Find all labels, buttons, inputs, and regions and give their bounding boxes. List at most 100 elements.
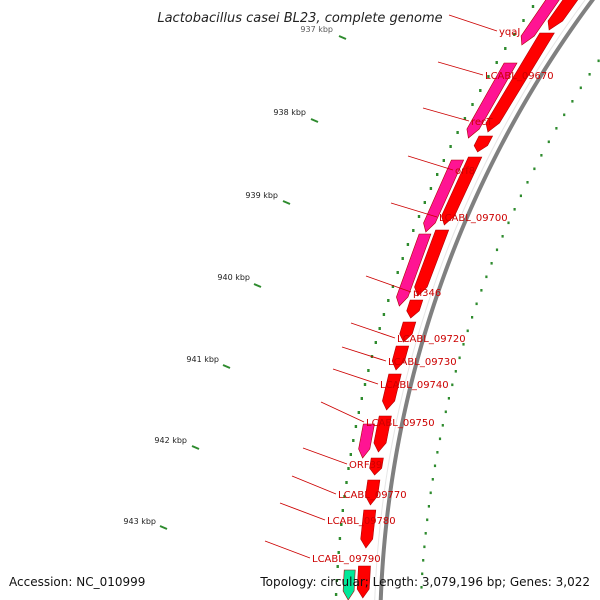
outer-tick [522,19,525,22]
cds-arrow-11 [369,457,384,476]
inner-tick [444,410,447,414]
outer-tick [363,383,367,386]
inner-tick [427,505,430,508]
inner-tick [547,140,550,144]
leader-line-14 [264,540,311,559]
gene-label-orf8[interactable]: orf8 [455,166,475,177]
outer-tick [479,89,482,92]
gene-arrow-5 [358,423,375,459]
outer-tick [360,397,363,400]
scale-label-943: 943 kbp [123,517,156,526]
cds-arrow-5 [414,229,450,297]
gene-label-lcabl-09700[interactable]: LCABL_09700 [439,213,508,224]
outer-tick [531,5,535,8]
leader-line-6 [365,275,412,293]
gene-label-yqaj[interactable]: yqaJ [499,27,520,38]
inner-tick [431,478,434,481]
cds-arrow-12 [365,479,381,506]
outer-tick [429,187,433,190]
cds-arrow-4 [441,156,483,226]
outer-tick [378,327,381,330]
outer-tick [335,579,338,582]
cds-arrow-13 [360,509,377,549]
other-feature-arrow [342,569,356,600]
leader-line-4 [407,155,454,171]
outer-tick [513,33,516,36]
inner-tick [540,154,543,157]
outer-tick [391,285,395,288]
cds-arrow-14 [356,565,371,599]
leader-line-9 [332,368,379,385]
gene-label-rect[interactable]: recT [471,117,494,128]
backbone-shadow [374,0,586,600]
cds-arrow-2 [485,32,555,133]
scale-label-941: 941 kbp [186,355,219,364]
leader-line-12 [291,475,337,495]
inner-tick [436,451,439,454]
gene-label-pi346[interactable]: pi346 [413,288,441,299]
outer-tick [423,201,426,204]
leader-line-7 [350,322,396,339]
scale-label-937: 937 kbp [300,25,333,34]
inner-tick [471,316,474,319]
scale-ticks [159,5,600,596]
outer-tick [417,215,421,218]
gene-label-lcabl-09740[interactable]: LCABL_09740 [380,380,449,391]
gene-arrow-1 [520,0,560,46]
inner-tick [480,289,483,292]
gene-label-lcabl-09770[interactable]: LCABL_09770 [338,490,407,501]
genome-summary-text: Topology: circular; Length: 3,079,196 bp… [259,575,590,589]
cds-arrow-3 [473,135,494,153]
scale-label-939: 939 kbp [245,191,278,200]
outer-tick [343,495,346,498]
inner-tick [426,518,429,522]
gene-label-lcabl-09670[interactable]: LCABL_09670 [485,71,554,82]
outer-tick [334,593,338,596]
inner-tick [507,221,510,225]
inner-tick [458,356,461,360]
inner-tick [495,248,499,252]
gene-label-lcabl-09720[interactable]: LCABL_09720 [397,334,466,345]
outer-tick [341,509,344,512]
gene-label-lcabl-09790[interactable]: LCABL_09790 [312,554,381,565]
major-tick-4 [253,283,262,288]
leader-line-8 [341,346,387,362]
outer-tick [340,523,343,526]
outer-tick [406,243,410,246]
inner-tick [438,437,442,441]
inner-tick [423,545,426,549]
label-leaders [264,14,498,559]
inner-tick [519,194,522,198]
outer-tick [354,425,358,428]
gene-label-lcabl-09730[interactable]: LCABL_09730 [388,357,457,368]
cds-arrow-7 [399,321,417,343]
inner-tick [429,491,432,495]
inner-tick [433,464,437,468]
inner-tick [475,302,478,306]
outer-tick [442,159,445,162]
gene-label-orf39[interactable]: ORF39 [349,460,382,471]
cds-arrow-1 [547,0,579,31]
inner-tick [447,397,450,400]
leader-line-3 [422,107,470,122]
inner-tick [526,181,529,184]
inner-tick [513,208,516,211]
cds-arrow-6 [406,299,424,319]
inner-tick [454,370,457,373]
inner-tick [485,275,488,279]
outer-tick [352,439,355,442]
outer-tick [345,481,348,484]
inner-tick [563,113,566,117]
backbone [374,0,596,600]
gene-arrow-4 [396,233,432,307]
gene-label-lcabl-09780[interactable]: LCABL_09780 [327,516,396,527]
gene-label-lcabl-09750[interactable]: LCABL_09750 [366,418,435,429]
outer-tick [487,75,490,78]
leader-line-13 [279,502,326,521]
leader-line-11 [302,447,348,465]
leader-line-2 [437,61,484,76]
inner-tick [421,572,424,576]
outer-tick [463,117,467,120]
major-tick-5 [222,364,231,369]
